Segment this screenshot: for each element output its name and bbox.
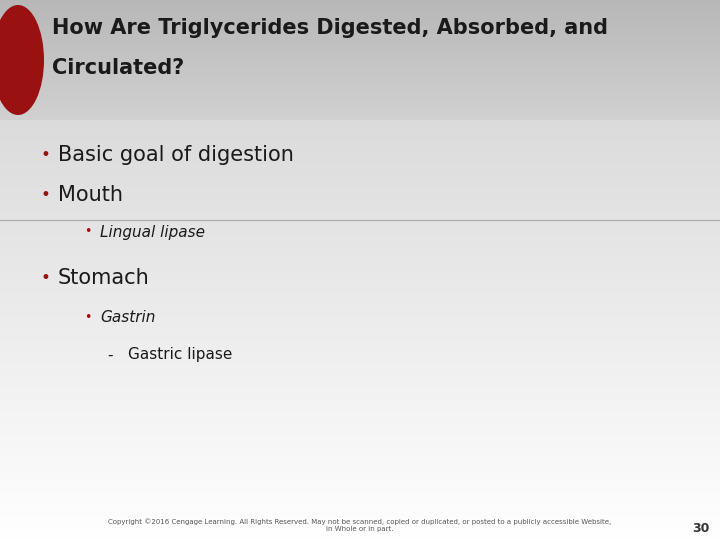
Text: Mouth: Mouth (58, 185, 123, 205)
Text: Lingual lipase: Lingual lipase (100, 225, 205, 240)
Text: 30: 30 (693, 522, 710, 535)
Text: Gastrin: Gastrin (100, 310, 156, 326)
Ellipse shape (0, 5, 44, 115)
Text: •: • (84, 312, 91, 325)
Text: How Are Triglycerides Digested, Absorbed, and: How Are Triglycerides Digested, Absorbed… (52, 18, 608, 38)
Text: •: • (84, 226, 91, 239)
Text: •: • (40, 269, 50, 287)
Text: Copyright ©2016 Cengage Learning. All Rights Reserved. May not be scanned, copie: Copyright ©2016 Cengage Learning. All Ri… (109, 518, 611, 532)
Text: •: • (40, 186, 50, 204)
Text: Gastric lipase: Gastric lipase (128, 348, 233, 362)
Text: Circulated?: Circulated? (52, 58, 184, 78)
Text: Stomach: Stomach (58, 268, 150, 288)
Text: -: - (107, 348, 113, 362)
Text: Basic goal of digestion: Basic goal of digestion (58, 145, 294, 165)
Text: •: • (40, 146, 50, 164)
